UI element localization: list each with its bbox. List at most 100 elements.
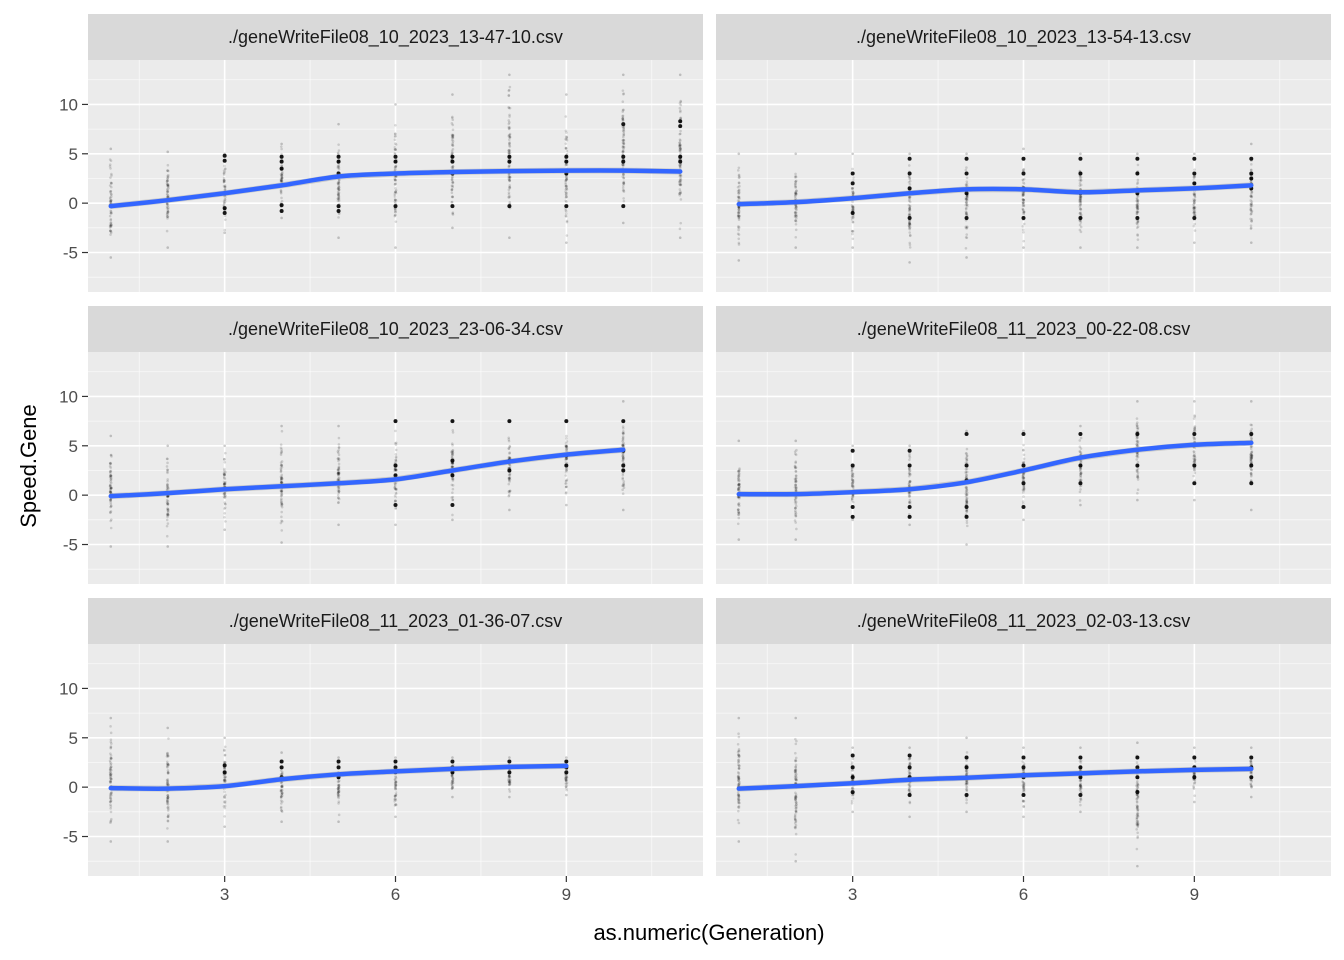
data-point — [793, 500, 797, 504]
data-point — [108, 223, 112, 227]
data-point — [565, 138, 569, 142]
data-point — [166, 805, 170, 809]
data-point — [851, 493, 855, 497]
data-point — [279, 477, 283, 481]
data-point — [737, 212, 740, 215]
data-point — [908, 207, 911, 211]
data-point — [851, 472, 855, 475]
data-point — [393, 469, 397, 473]
facet-strip-title: ./geneWriteFile08_11_2023_01-36-07.csv — [229, 611, 563, 632]
data-point — [508, 236, 511, 240]
data-point — [851, 189, 855, 193]
data-point — [394, 481, 398, 485]
data-point — [1136, 460, 1140, 464]
data-point — [336, 457, 340, 460]
data-point — [737, 152, 741, 156]
data-point — [964, 210, 968, 214]
data-point-cluster — [450, 159, 455, 164]
data-point-cluster — [907, 765, 912, 770]
data-point-cluster — [964, 765, 969, 770]
data-point — [394, 496, 397, 499]
data-point — [621, 431, 625, 435]
data-point — [964, 201, 968, 204]
data-point — [394, 175, 398, 178]
data-point — [1250, 195, 1254, 199]
data-point — [507, 478, 511, 481]
data-point — [166, 175, 170, 179]
data-point — [908, 176, 912, 180]
data-point — [223, 494, 227, 497]
data-point — [851, 500, 855, 504]
data-point — [964, 207, 968, 211]
data-point — [738, 196, 741, 199]
data-point — [621, 459, 625, 462]
data-point — [336, 471, 340, 475]
data-point — [1249, 474, 1253, 478]
data-point — [167, 194, 170, 198]
data-point — [394, 460, 397, 464]
data-point — [1192, 197, 1196, 201]
data-point — [507, 152, 511, 155]
data-point-cluster — [336, 154, 341, 159]
data-point — [908, 480, 912, 483]
data-point — [108, 490, 112, 494]
data-point — [565, 136, 569, 139]
data-point — [337, 491, 341, 495]
data-point — [337, 813, 341, 817]
data-point — [280, 489, 284, 493]
data-point — [280, 464, 284, 467]
data-point — [1193, 425, 1197, 428]
data-point-cluster — [336, 204, 341, 209]
data-point — [621, 437, 625, 441]
data-point — [965, 176, 969, 180]
data-point — [621, 488, 624, 492]
data-point — [1135, 828, 1138, 831]
data-point — [965, 798, 968, 802]
data-point — [337, 756, 340, 759]
data-point — [964, 492, 968, 496]
data-point — [851, 495, 855, 499]
data-point — [222, 169, 226, 172]
data-point — [1079, 759, 1083, 762]
data-point — [737, 218, 741, 222]
y-tick-label: 10 — [59, 95, 78, 114]
data-point — [451, 123, 455, 127]
data-point — [1193, 426, 1196, 429]
data-point — [109, 477, 113, 481]
data-point — [621, 163, 625, 167]
data-point — [451, 795, 454, 799]
data-point — [394, 455, 398, 459]
data-point — [1021, 784, 1025, 787]
data-point-cluster — [1021, 156, 1026, 161]
data-point — [450, 187, 454, 191]
data-point — [621, 432, 625, 436]
data-point — [337, 180, 341, 184]
data-point-cluster — [964, 514, 969, 519]
data-point — [851, 205, 855, 209]
data-point — [1021, 475, 1025, 479]
data-point — [110, 199, 113, 202]
data-point-cluster — [678, 159, 683, 164]
data-point — [965, 543, 968, 546]
data-point — [964, 236, 968, 239]
data-point — [907, 175, 911, 178]
data-point — [850, 216, 854, 219]
data-point — [964, 183, 968, 186]
data-point — [507, 125, 511, 129]
data-point — [508, 476, 511, 480]
data-point — [336, 457, 340, 460]
data-point — [965, 491, 969, 494]
data-point — [851, 220, 855, 224]
data-point — [1193, 460, 1196, 464]
data-point — [337, 472, 341, 475]
data-point — [109, 738, 113, 741]
data-point — [279, 478, 283, 482]
data-point — [1249, 217, 1252, 221]
data-point — [508, 445, 511, 448]
data-point — [279, 468, 283, 472]
data-point — [737, 801, 740, 804]
data-point — [565, 195, 568, 199]
data-point — [965, 203, 969, 206]
data-point — [393, 178, 397, 182]
data-point — [393, 483, 397, 487]
